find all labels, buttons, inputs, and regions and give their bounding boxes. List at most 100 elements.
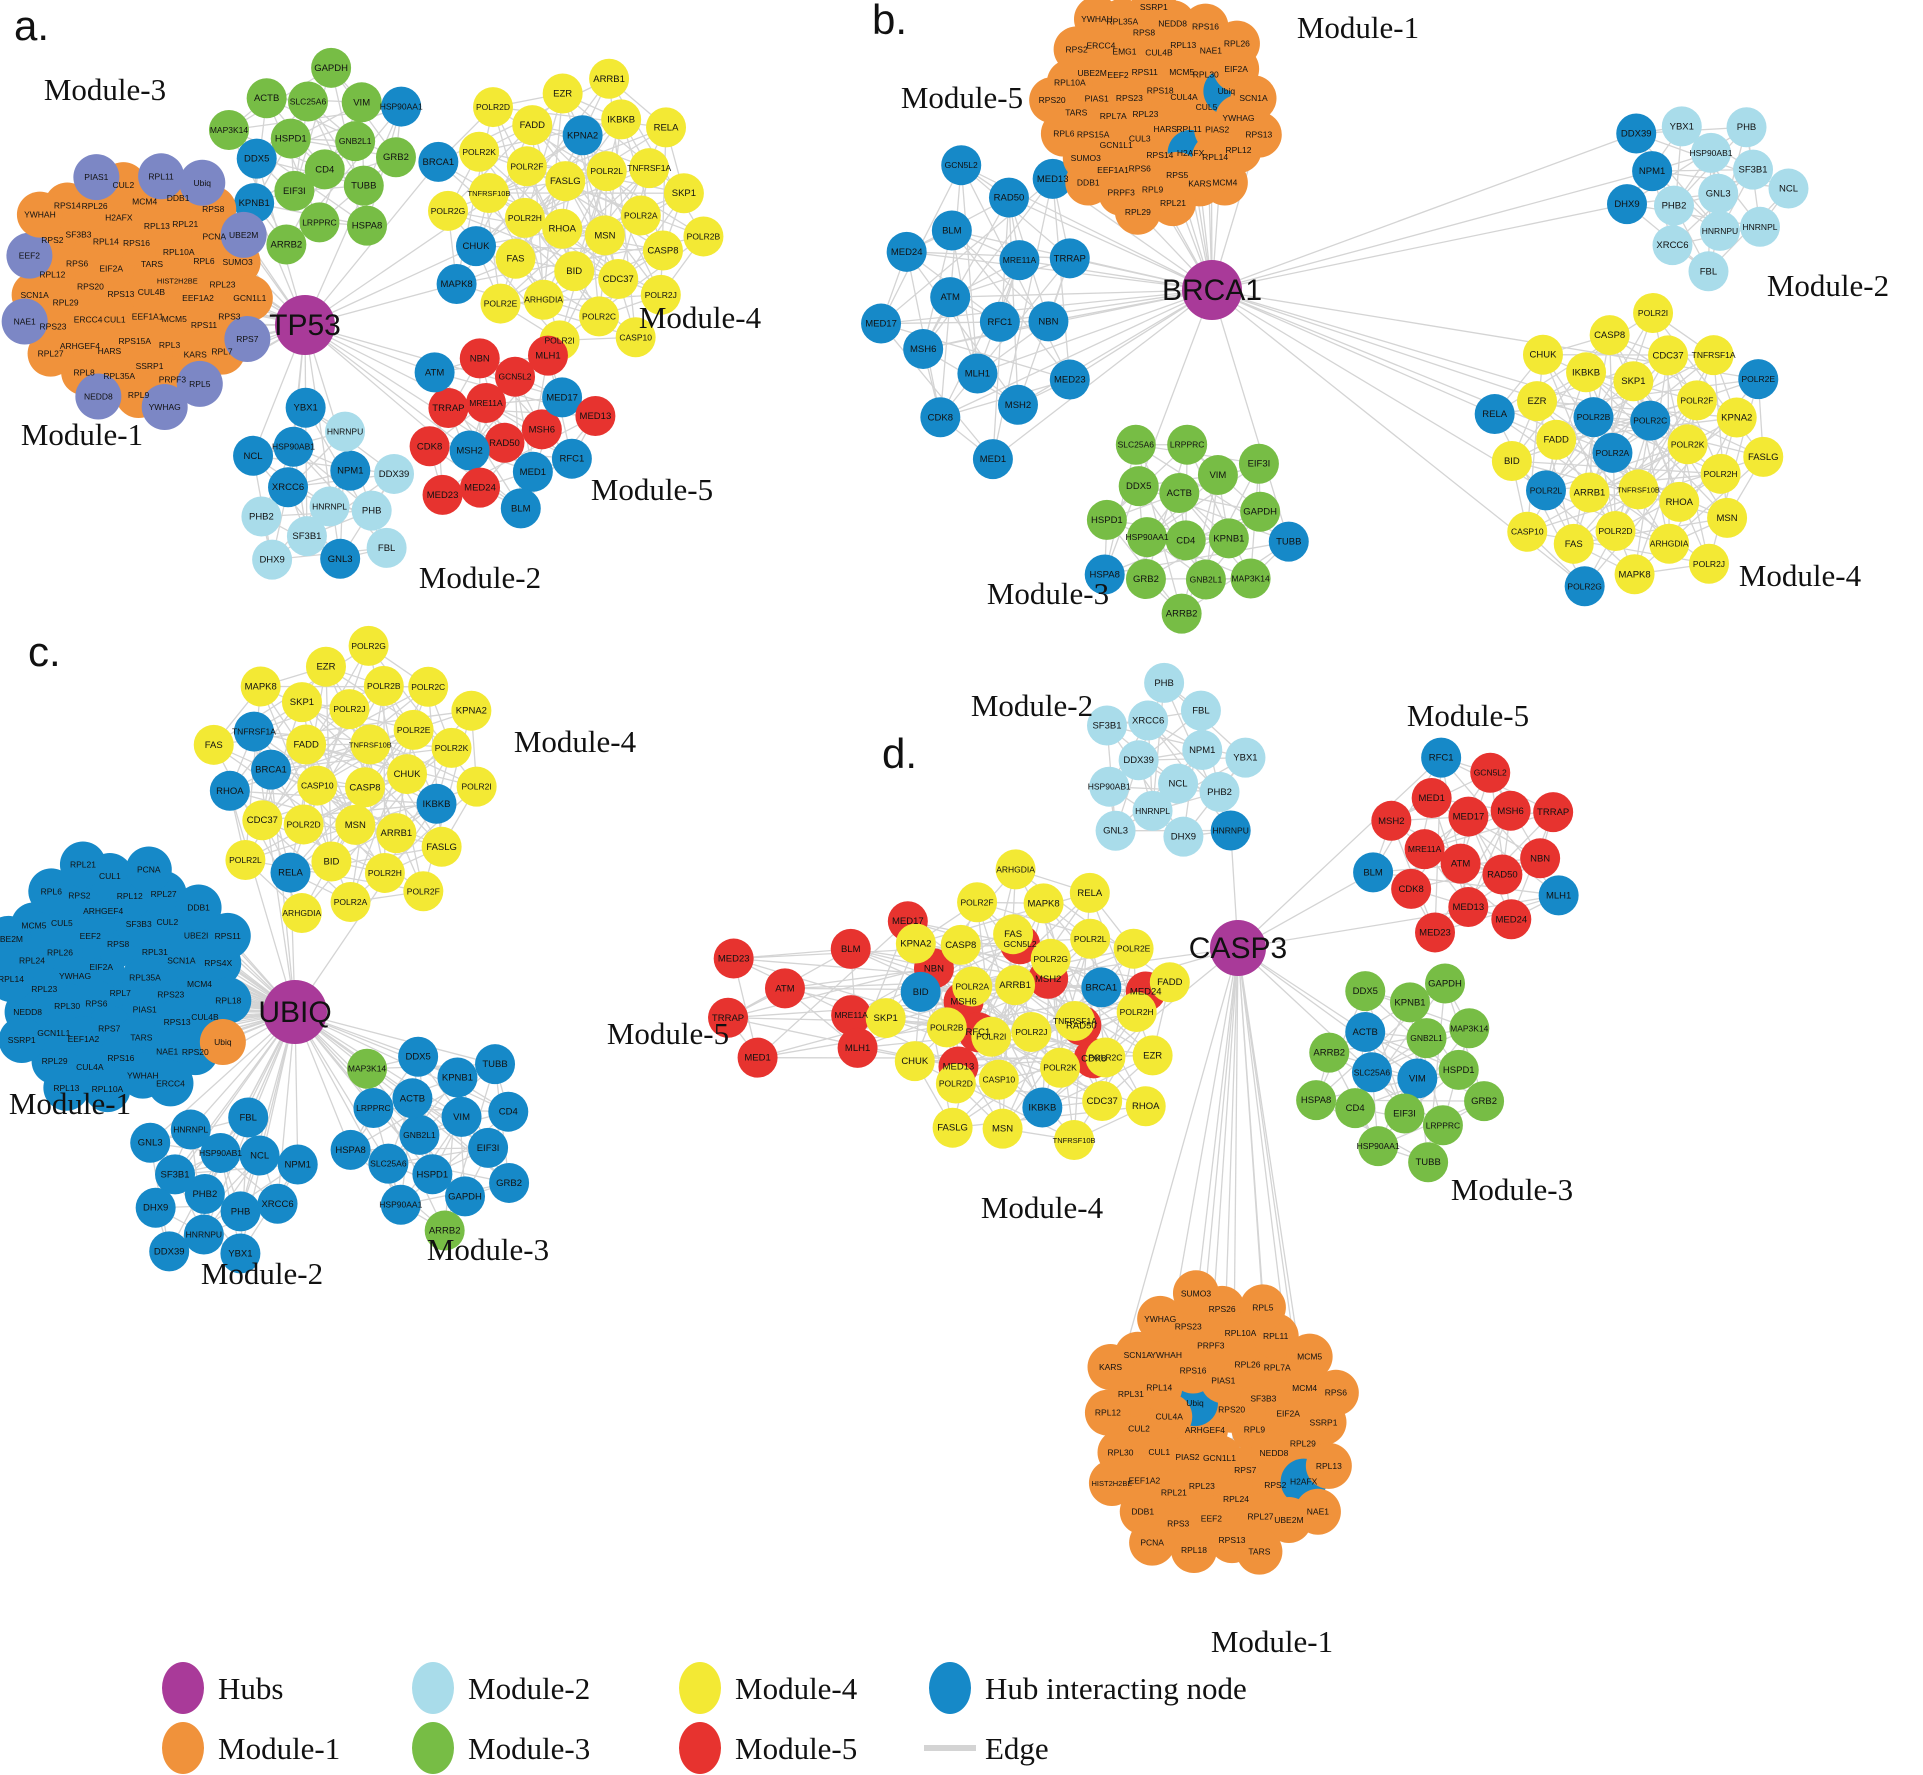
node-POLR2F[interactable] (506, 146, 547, 187)
node-MAPK8[interactable] (436, 263, 477, 304)
node-LRPPRC[interactable] (353, 1088, 394, 1129)
node-POLR2K[interactable] (1040, 1047, 1081, 1088)
node-RAD50[interactable] (484, 422, 525, 463)
node-MLH1[interactable] (957, 353, 998, 394)
node-VIM[interactable] (441, 1096, 482, 1137)
node-POLR2H[interactable] (1700, 453, 1741, 494)
node-XRCC6[interactable] (268, 467, 309, 508)
node-POLR2A[interactable] (952, 966, 993, 1007)
node-CD4[interactable] (488, 1091, 529, 1132)
node-DDX5[interactable] (1345, 971, 1386, 1012)
node-MAP3K14[interactable] (1230, 558, 1271, 599)
node-ARRB1[interactable] (1569, 472, 1610, 513)
node-POLR2J[interactable] (1688, 543, 1729, 584)
node-TUBB[interactable] (475, 1044, 516, 1085)
node-MED23[interactable] (422, 474, 463, 515)
node-MED1[interactable] (1411, 778, 1452, 819)
node-RPL18[interactable] (1170, 1527, 1217, 1574)
node-EIF3I[interactable] (274, 170, 315, 211)
hub-BRCA1[interactable] (1182, 260, 1242, 320)
node-FADD[interactable] (512, 105, 553, 146)
node-RFC1[interactable] (1421, 737, 1462, 778)
node-MED13[interactable] (575, 395, 616, 436)
node-POLR2J[interactable] (1011, 1011, 1052, 1052)
node-POLR2G[interactable] (1564, 566, 1605, 607)
node-GAPDH[interactable] (445, 1176, 486, 1217)
node-FADD[interactable] (1536, 419, 1577, 460)
node-MLH1[interactable] (1538, 875, 1579, 916)
node-MLH1[interactable] (837, 1027, 878, 1068)
node-SKP1[interactable] (1613, 361, 1654, 402)
node-DHX9[interactable] (252, 539, 293, 580)
node-RELA[interactable] (646, 107, 687, 148)
node-HSP90AA1[interactable] (380, 1184, 421, 1225)
node-POLR2I[interactable] (1633, 293, 1674, 334)
node-GNL3[interactable] (1095, 810, 1136, 851)
node-TUBB[interactable] (1408, 1142, 1449, 1183)
node-NCL[interactable] (1768, 168, 1809, 209)
node-CASP10[interactable] (615, 317, 656, 358)
node-POLR2L[interactable] (1070, 918, 1111, 959)
node-GNB2L1[interactable] (1185, 559, 1226, 600)
node-ERCC4[interactable] (147, 1060, 194, 1107)
node-YWHAH[interactable] (1074, 0, 1120, 43)
node-VIM[interactable] (341, 82, 382, 123)
node-PHB[interactable] (1144, 662, 1185, 703)
node-ARRB1[interactable] (376, 813, 417, 854)
node-YBX1[interactable] (220, 1233, 261, 1274)
node-FASLG[interactable] (1743, 436, 1784, 477)
node-PHB2[interactable] (1199, 771, 1240, 812)
node-YBX1[interactable] (1225, 737, 1266, 778)
node-HSP90AB1[interactable] (1690, 132, 1731, 173)
node-FBL[interactable] (228, 1097, 269, 1138)
node-MED13[interactable] (1032, 158, 1073, 199)
node-SF3B1[interactable] (1733, 149, 1774, 190)
node-MCM5[interactable] (1286, 1333, 1333, 1380)
node-IKBKB[interactable] (601, 99, 642, 140)
node-RPS13[interactable] (1235, 111, 1282, 158)
node-SF3B1[interactable] (155, 1154, 196, 1195)
node-CDK8[interactable] (409, 426, 450, 467)
node-HIST2H2BE[interactable] (1088, 1460, 1135, 1507)
node-GNB2L1[interactable] (335, 121, 376, 162)
node-HNRNPU[interactable] (325, 411, 366, 452)
node-MED23[interactable] (1049, 359, 1090, 400)
node-CASP10[interactable] (1507, 511, 1548, 552)
node-POLR2K[interactable] (459, 131, 500, 172)
node-POLR2C[interactable] (408, 666, 449, 707)
node-GAPDH[interactable] (1425, 963, 1466, 1004)
node-POLR2D[interactable] (1595, 511, 1636, 552)
node-FBL[interactable] (1180, 690, 1221, 731)
node-PHB2[interactable] (1653, 185, 1694, 226)
node-SLC25A6[interactable] (1351, 1052, 1392, 1093)
node-TRRAP[interactable] (1049, 238, 1090, 279)
node-CD4[interactable] (1335, 1088, 1376, 1129)
node-CD4[interactable] (1165, 520, 1206, 561)
hub-UBIQ[interactable] (263, 980, 327, 1044)
node-NEDD8[interactable] (75, 373, 122, 420)
node-TARS[interactable] (1236, 1528, 1283, 1575)
node-RPS7[interactable] (224, 316, 271, 363)
node-POLR2F[interactable] (403, 871, 444, 912)
node-SCN1A[interactable] (1230, 75, 1277, 122)
node-POLR2G[interactable] (348, 625, 389, 666)
node-POLR2H[interactable] (364, 852, 405, 893)
node-DHX9[interactable] (135, 1187, 176, 1228)
node-BLM[interactable] (500, 488, 541, 529)
node-GRB2[interactable] (375, 137, 416, 178)
node-KARS[interactable] (1087, 1344, 1134, 1391)
node-GNL3[interactable] (1698, 173, 1739, 214)
node-CASP8[interactable] (344, 767, 385, 808)
node-RHOA[interactable] (1125, 1086, 1166, 1127)
node-XRCC6[interactable] (1128, 700, 1169, 741)
node-GRB2[interactable] (1125, 559, 1166, 600)
node-TNFRSF1A[interactable] (233, 711, 274, 752)
node-UBE2M[interactable] (0, 915, 32, 962)
node-MED1[interactable] (972, 439, 1013, 480)
node-HSPA8[interactable] (330, 1129, 371, 1170)
node-KPNA2[interactable] (1716, 397, 1757, 438)
node-LRPPRC[interactable] (1167, 424, 1208, 465)
node-FASLG[interactable] (932, 1107, 973, 1148)
node-RPL21[interactable] (1149, 180, 1196, 227)
hub-TP53[interactable] (275, 295, 335, 355)
